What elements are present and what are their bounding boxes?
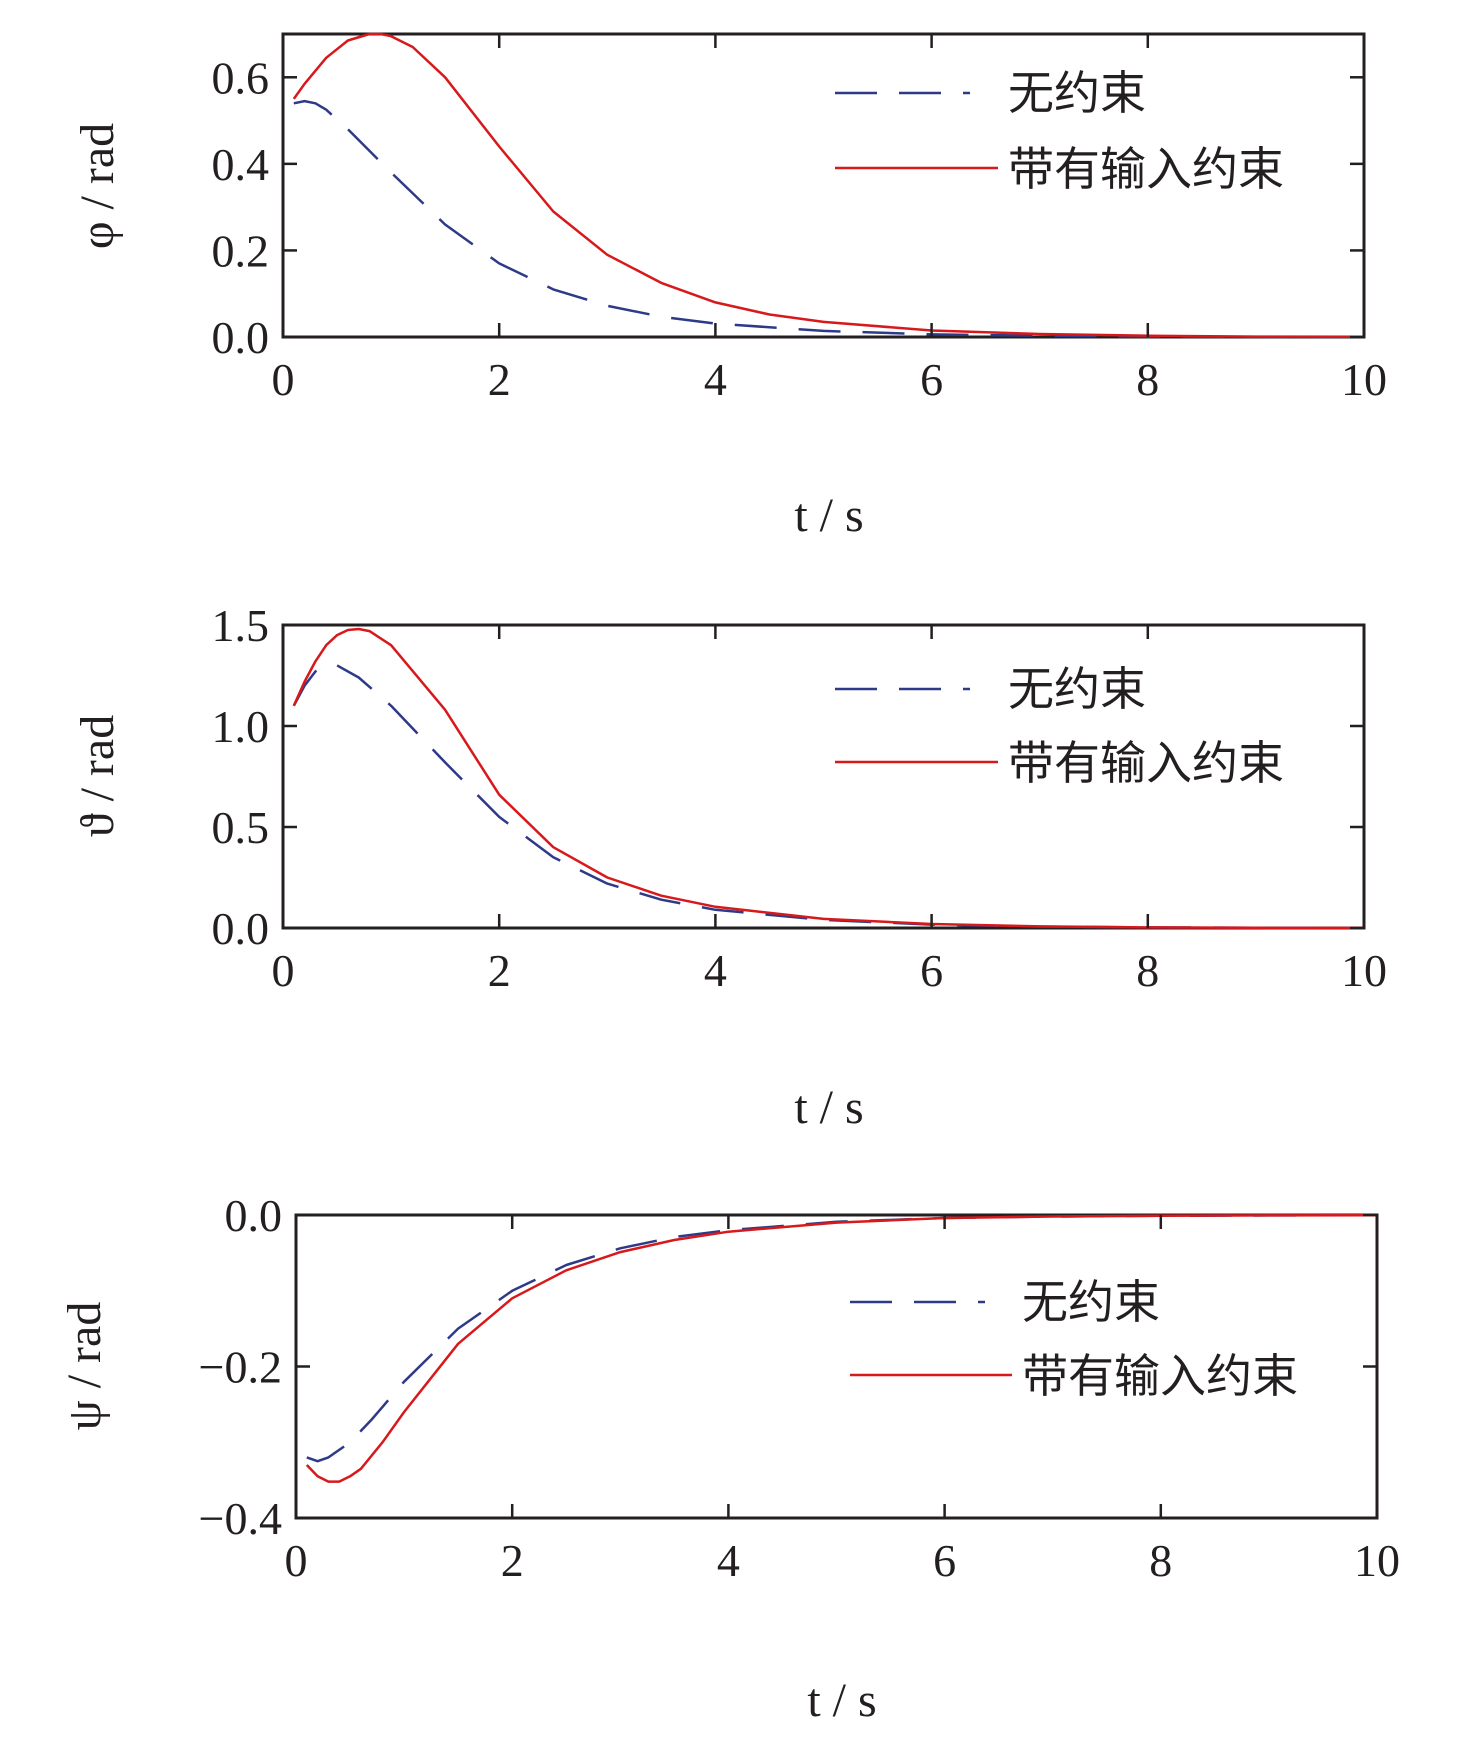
x-axis-label: t / s: [807, 1674, 876, 1727]
y-tick-label: 0.0: [212, 312, 270, 363]
legend-label-unconstrained: 无约束: [1008, 664, 1146, 715]
y-tick-label: 1.5: [212, 600, 270, 651]
x-tick-label: 2: [501, 1535, 524, 1586]
x-tick-label: 10: [1341, 945, 1387, 996]
y-tick-label: 0.5: [212, 802, 270, 853]
plot-frame: [281, 32, 1366, 339]
tick-layer: 0 2 4 6 8 10 0.0 0.5 1.0 1.5: [212, 600, 1388, 996]
y-axis-label: ϑ / rad: [71, 715, 124, 837]
series-line-input-constrained: [305, 1213, 1378, 1483]
x-tick-label: 0: [272, 945, 295, 996]
series-layer: [292, 32, 1365, 339]
y-tick-label: 0.4: [212, 139, 270, 190]
legend-label-input-constrained: 带有输入约束: [1008, 738, 1284, 789]
x-tick-label: 6: [933, 1535, 956, 1586]
x-tick-label: 6: [920, 354, 943, 405]
series-line-input-constrained: [292, 32, 1365, 339]
series-line-unconstrained: [306, 1213, 1378, 1463]
panel-theta: 0 2 4 6 8 10 0.0 0.5 1.0 1.5 无约束 带有输入约束 ϑ / rad t…: [71, 600, 1387, 1134]
series-line-input-constrained: [292, 627, 1365, 930]
legend-label-unconstrained: 无约束: [1022, 1277, 1160, 1328]
y-tick-label: −0.2: [199, 1342, 282, 1393]
legend: 无约束 带有输入约束: [835, 664, 1284, 789]
x-tick-label: 10: [1341, 354, 1387, 405]
legend-label-input-constrained: 带有输入约束: [1008, 144, 1284, 195]
y-tick-label: 0.0: [212, 903, 270, 954]
x-tick-label: 0: [285, 1535, 308, 1586]
series-layer: [292, 627, 1365, 930]
panel-psi: 0 2 4 6 8 10 −0.4 −0.2 0.0 无约束 带有输入约束 ψ / rad t …: [58, 1190, 1400, 1727]
legend-label-input-constrained: 带有输入约束: [1022, 1351, 1298, 1402]
x-tick-label: 8: [1136, 354, 1159, 405]
legend: 无约束 带有输入约束: [835, 68, 1284, 195]
x-tick-label: 8: [1136, 945, 1159, 996]
x-tick-label: 8: [1149, 1535, 1172, 1586]
x-tick-label: 0: [272, 354, 295, 405]
x-axis-label: t / s: [794, 489, 863, 542]
legend: 无约束 带有输入约束: [850, 1277, 1298, 1402]
x-tick-label: 10: [1354, 1535, 1400, 1586]
panel-phi: 0 2 4 6 8 10 0.0 0.2 0.4 0.6 无约束 带有输入约束 φ / rad t…: [71, 32, 1387, 542]
tick-layer: 0 2 4 6 8 10 0.0 0.2 0.4 0.6: [212, 34, 1387, 405]
plot-frame: [281, 623, 1366, 930]
y-axis-label: ψ / rad: [58, 1302, 111, 1431]
y-tick-label: −0.4: [199, 1493, 282, 1544]
tick-layer: 0 2 4 6 8 10 −0.4 −0.2 0.0: [199, 1190, 1400, 1586]
x-tick-label: 2: [488, 354, 511, 405]
y-tick-label: 0.2: [212, 225, 270, 276]
series-line-unconstrained: [292, 664, 1365, 930]
series-line-unconstrained: [293, 99, 1365, 339]
series-layer: [305, 1213, 1378, 1483]
x-tick-label: 2: [488, 945, 511, 996]
x-tick-label: 6: [920, 945, 943, 996]
y-tick-label: 0.0: [225, 1190, 283, 1241]
y-tick-label: 1.0: [212, 701, 270, 752]
legend-label-unconstrained: 无约束: [1008, 68, 1146, 119]
x-tick-label: 4: [717, 1535, 740, 1586]
x-tick-label: 4: [704, 945, 727, 996]
y-axis-label: φ / rad: [71, 123, 124, 249]
x-axis-label: t / s: [794, 1081, 863, 1134]
x-tick-label: 4: [704, 354, 727, 405]
y-tick-label: 0.6: [212, 52, 270, 103]
